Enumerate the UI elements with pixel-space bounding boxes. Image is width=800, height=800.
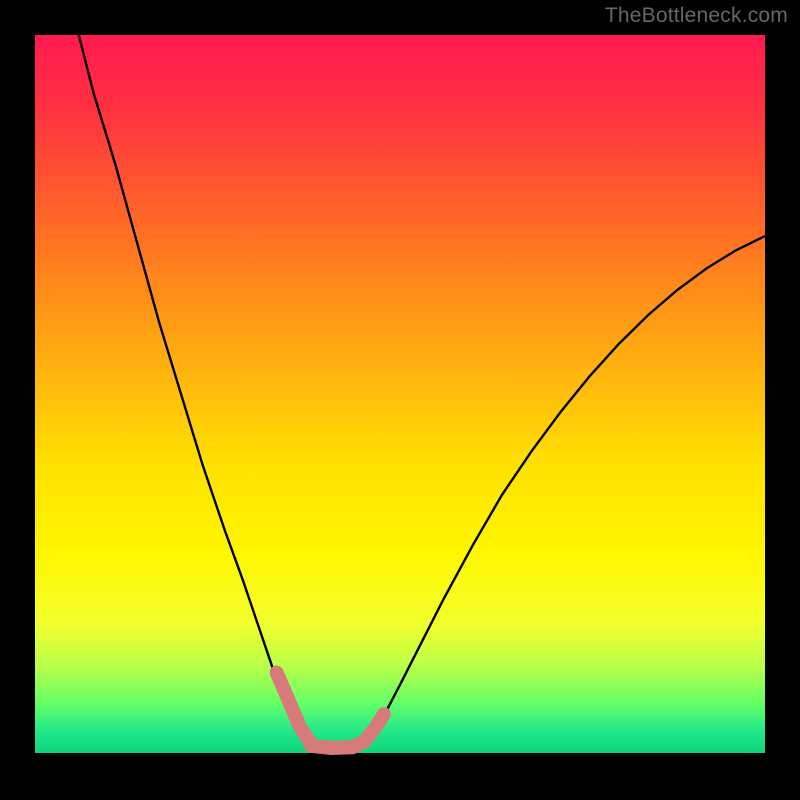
watermark-text: TheBottleneck.com [605,4,788,28]
chart-canvas: TheBottleneck.com [0,0,800,800]
plot-area [35,35,765,753]
highlight-segment [311,741,365,748]
bottleneck-chart [0,0,800,800]
